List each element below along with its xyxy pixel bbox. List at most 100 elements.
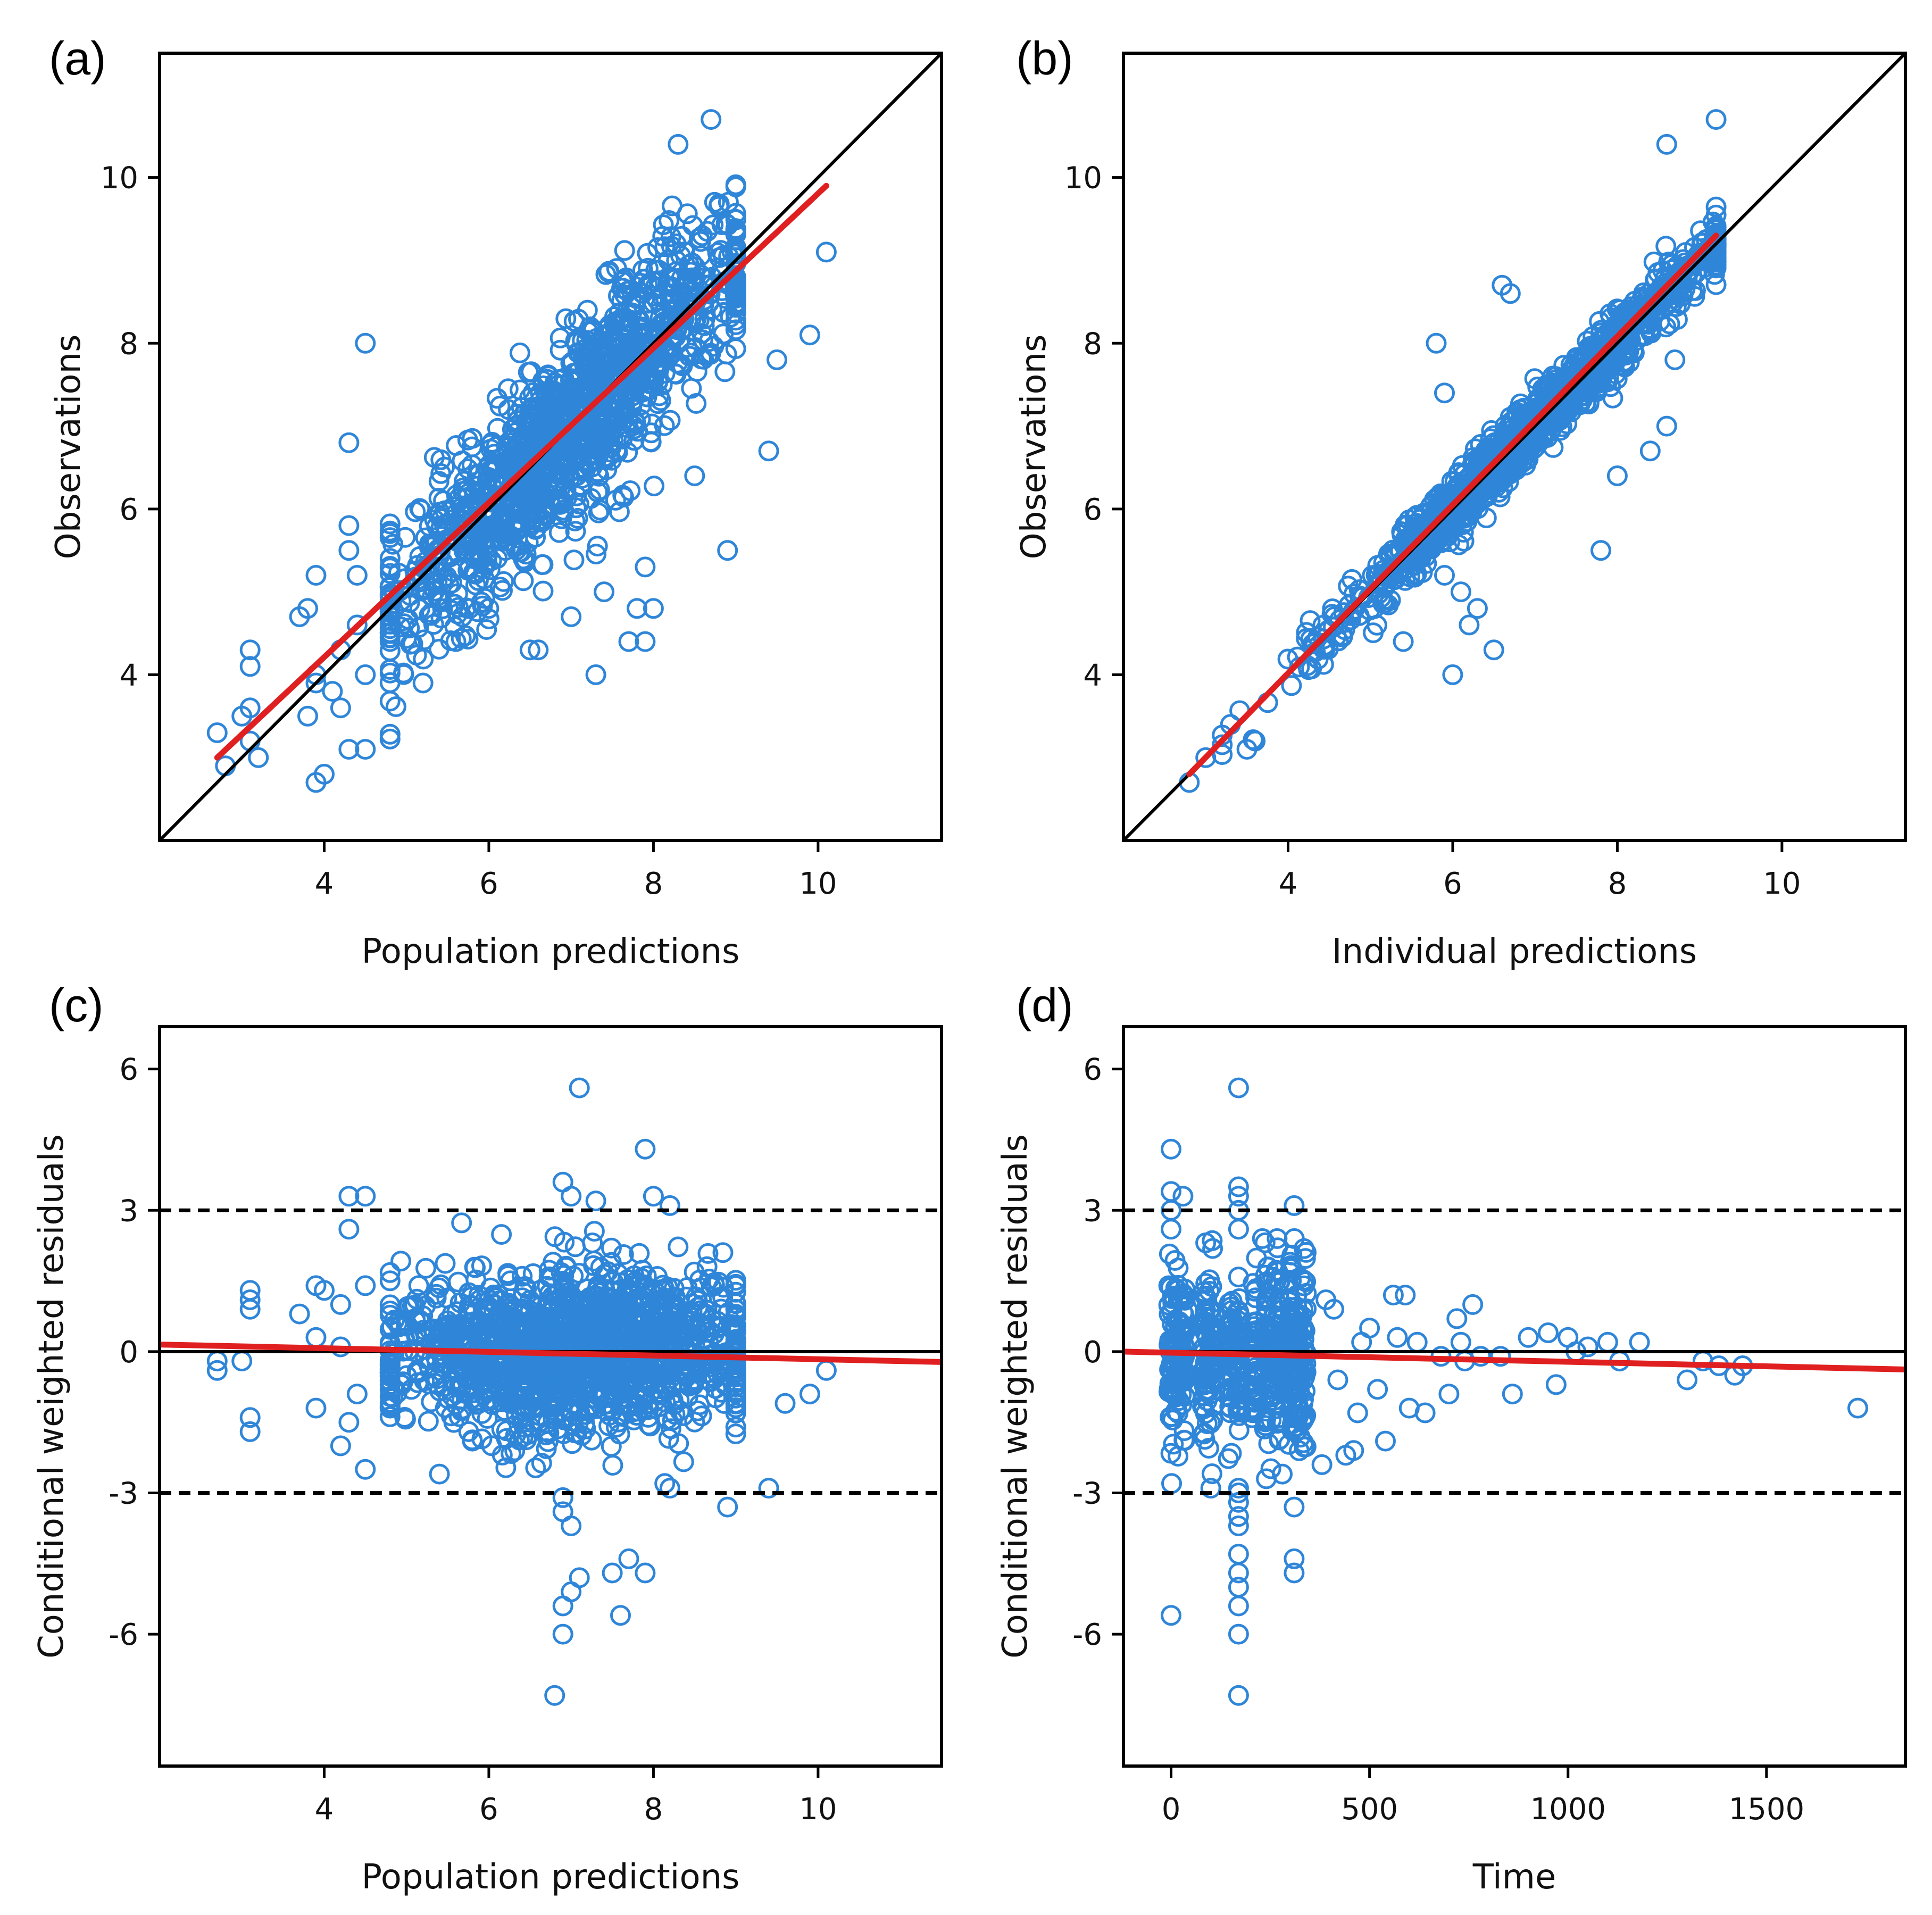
data-point	[596, 1318, 617, 1339]
data-point	[643, 334, 664, 355]
data-point	[521, 397, 543, 418]
data-point	[725, 1423, 746, 1445]
x-tick-label: 1500	[1729, 1792, 1805, 1827]
data-point	[355, 739, 376, 760]
data-point	[399, 618, 420, 639]
data-point	[379, 662, 401, 684]
data-point	[501, 1443, 522, 1464]
data-point	[679, 1315, 700, 1336]
data-point	[1343, 1440, 1364, 1461]
data-point	[672, 1371, 693, 1393]
y-tick-label: -6	[109, 1618, 138, 1652]
x-tick-label: 10	[799, 867, 837, 901]
data-point	[512, 1265, 533, 1287]
data-point	[643, 1186, 664, 1207]
data-point	[481, 1373, 502, 1394]
data-point	[711, 1316, 731, 1337]
data-point	[609, 501, 630, 522]
data-point	[664, 269, 686, 290]
data-point	[390, 1251, 412, 1272]
data-point	[618, 1548, 639, 1569]
y-tick-label: 3	[119, 1194, 138, 1228]
data-point	[562, 1410, 584, 1431]
data-point	[610, 1605, 631, 1626]
data-point	[654, 1473, 676, 1494]
data-point	[1202, 1230, 1223, 1251]
y-tick-label: 6	[119, 1053, 138, 1087]
data-point	[1218, 1448, 1239, 1469]
data-point	[599, 1397, 621, 1419]
data-point	[206, 1360, 228, 1381]
data-point	[767, 349, 787, 370]
y-axis-title: Observations	[1014, 334, 1054, 559]
data-point	[445, 631, 467, 652]
trend-line	[214, 182, 829, 761]
data-point	[611, 1395, 632, 1416]
x-tick-label: 8	[644, 1792, 663, 1827]
data-point	[430, 607, 452, 629]
data-point	[624, 410, 645, 431]
data-point	[1705, 274, 1727, 295]
data-point	[414, 629, 435, 651]
y-tick-label: 10	[101, 161, 138, 196]
data-point	[1506, 454, 1527, 475]
data-point	[390, 617, 412, 638]
data-point	[665, 233, 687, 254]
data-point	[423, 447, 445, 468]
data-point	[1645, 289, 1667, 310]
data-point	[379, 513, 401, 535]
data-point	[1459, 614, 1480, 636]
data-point	[449, 1355, 470, 1377]
data-point	[1476, 507, 1497, 529]
data-point	[614, 240, 635, 261]
data-point	[1395, 529, 1416, 550]
data-point	[427, 571, 448, 592]
data-point	[652, 1363, 673, 1384]
data-point	[239, 1421, 261, 1442]
data-point	[1311, 1454, 1333, 1475]
data-point	[635, 631, 656, 652]
data-point	[532, 580, 554, 602]
data-point	[514, 1364, 536, 1385]
x-tick-label: 6	[479, 1792, 498, 1827]
data-point	[1314, 638, 1336, 660]
data-point	[1483, 639, 1504, 661]
data-point	[1161, 1181, 1181, 1202]
x-tick-label: 4	[1279, 867, 1298, 901]
data-point	[589, 432, 611, 454]
data-point	[1171, 1394, 1193, 1416]
data-point	[565, 521, 586, 542]
data-point	[206, 722, 228, 743]
plot-area	[1123, 53, 1905, 840]
data-point	[659, 1195, 680, 1216]
data-point	[577, 321, 598, 342]
plot-frame	[1122, 52, 1907, 842]
data-point	[528, 639, 549, 661]
data-point	[590, 364, 611, 385]
data-point	[1173, 1326, 1194, 1347]
data-point	[1480, 428, 1501, 449]
data-point	[1327, 1369, 1348, 1391]
data-point	[589, 499, 611, 521]
data-point	[585, 1190, 606, 1212]
data-point	[429, 562, 450, 583]
data-point	[447, 1271, 469, 1293]
data-point	[1228, 1219, 1249, 1240]
data-point	[420, 605, 442, 626]
data-point	[1212, 734, 1233, 755]
data-point	[683, 1375, 704, 1396]
panel-label: (b)	[1016, 32, 1073, 85]
data-point	[646, 358, 668, 379]
data-point	[388, 562, 409, 584]
data-point	[305, 565, 327, 586]
plot-frame	[158, 1025, 943, 1768]
data-point	[239, 1407, 261, 1428]
data-point	[453, 477, 474, 498]
data-point	[574, 1413, 595, 1435]
data-point	[565, 1236, 586, 1258]
data-point	[636, 1265, 657, 1286]
data-point	[1633, 324, 1654, 346]
data-point	[536, 1298, 557, 1319]
